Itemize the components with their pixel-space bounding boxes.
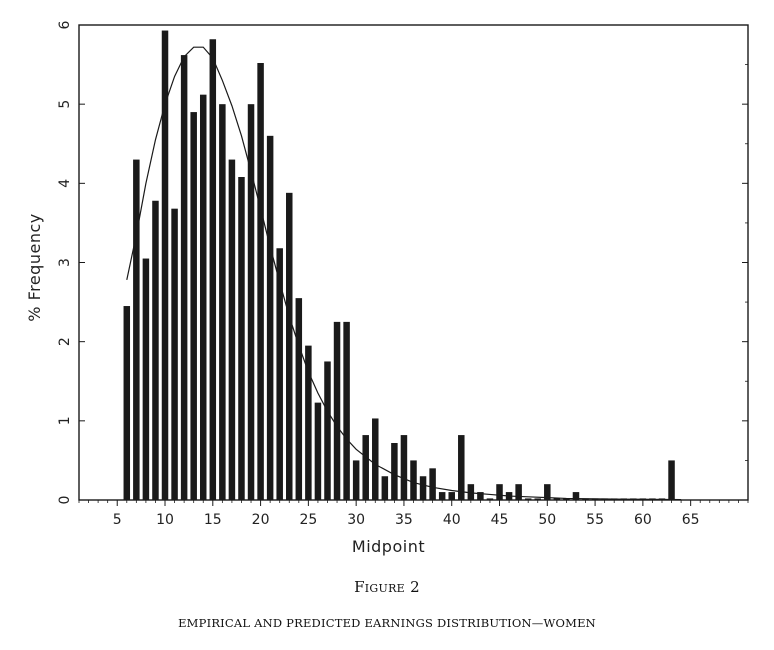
histogram-bar (295, 298, 303, 501)
histogram-bar (343, 321, 350, 501)
histogram-bar (257, 63, 264, 500)
y-axis: 0 1 2 3 4 5 6 (57, 20, 748, 504)
histogram-bar (524, 498, 532, 500)
y-axis-title: % Frequency (25, 213, 44, 321)
histogram-bar (133, 159, 140, 500)
histogram-bar (199, 94, 207, 501)
histogram-bar (123, 306, 131, 500)
histogram-bar (161, 30, 169, 500)
x-axis: 5 10 15 20 25 30 35 40 45 50 55 60 65 (78, 500, 749, 528)
histogram-bar (238, 177, 245, 500)
histogram-bar (286, 192, 293, 500)
histogram-bar (544, 484, 551, 500)
y-tick-label: 4 (57, 179, 73, 188)
histogram-bar (362, 435, 369, 500)
histogram-bar (496, 484, 503, 500)
x-tick-label: 15 (204, 512, 222, 528)
histogram-bar (486, 498, 494, 500)
y-tick-label: 2 (57, 337, 73, 346)
histogram-bar (563, 498, 570, 500)
y-tick-label: 1 (57, 416, 73, 425)
histogram-bar (152, 200, 159, 500)
histogram-bar (352, 460, 360, 500)
histogram-bar (448, 492, 455, 500)
y-tick-label: 0 (57, 496, 73, 505)
y-tick-label: 5 (57, 100, 73, 109)
histogram-bar (467, 484, 475, 500)
histogram-bar (190, 112, 197, 500)
histogram-bar (324, 361, 331, 500)
histogram-bar (572, 492, 580, 500)
histogram-bar (228, 159, 236, 500)
figure-label: Figure 2 (354, 578, 420, 596)
x-tick-label: 55 (586, 512, 604, 528)
x-tick-label: 40 (443, 512, 461, 528)
histogram-bar (247, 104, 255, 501)
x-tick-label: 60 (634, 512, 652, 528)
x-tick-label: 5 (113, 512, 122, 528)
histogram-bar (180, 55, 188, 500)
histogram-bar (305, 345, 312, 501)
x-tick-label: 50 (538, 512, 556, 528)
histogram-bar (477, 492, 484, 500)
histogram-bar (372, 418, 379, 500)
histogram-bar (438, 492, 446, 500)
histogram-bar (171, 208, 178, 501)
histogram-bar (266, 135, 274, 500)
x-tick-label: 10 (156, 512, 174, 528)
histogram-bar (400, 435, 408, 500)
histogram-bar (429, 468, 436, 500)
x-tick-label: 65 (682, 512, 700, 528)
figure-caption: EMPIRICAL AND PREDICTED EARNINGS DISTRIB… (178, 616, 596, 630)
histogram-bar (314, 402, 322, 501)
y-tick-label: 6 (57, 20, 73, 29)
histogram-bar (142, 258, 150, 500)
x-tick-label: 20 (252, 512, 270, 528)
histogram-bar (419, 476, 427, 500)
x-tick-label: 35 (395, 512, 413, 528)
x-tick-label: 30 (347, 512, 365, 528)
histogram-bar (410, 460, 417, 500)
histogram-bar (534, 498, 541, 500)
bars-layer (123, 30, 675, 501)
histogram-bar (333, 321, 341, 501)
histogram-bar (276, 248, 283, 500)
predicted-distribution-curve (126, 46, 682, 501)
histogram-bar (668, 460, 675, 500)
histogram-bar (515, 484, 522, 500)
histogram-bar (553, 498, 561, 500)
histogram-bar (209, 39, 217, 500)
histogram-bar (219, 104, 226, 501)
x-tick-label: 45 (491, 512, 509, 528)
y-tick-label: 3 (57, 258, 73, 267)
histogram-bar (458, 435, 465, 500)
plot-frame (78, 24, 749, 501)
histogram-bar (381, 476, 389, 500)
histogram-bar (391, 443, 398, 500)
x-axis-title: Midpoint (352, 537, 425, 556)
x-tick-label: 25 (299, 512, 317, 528)
